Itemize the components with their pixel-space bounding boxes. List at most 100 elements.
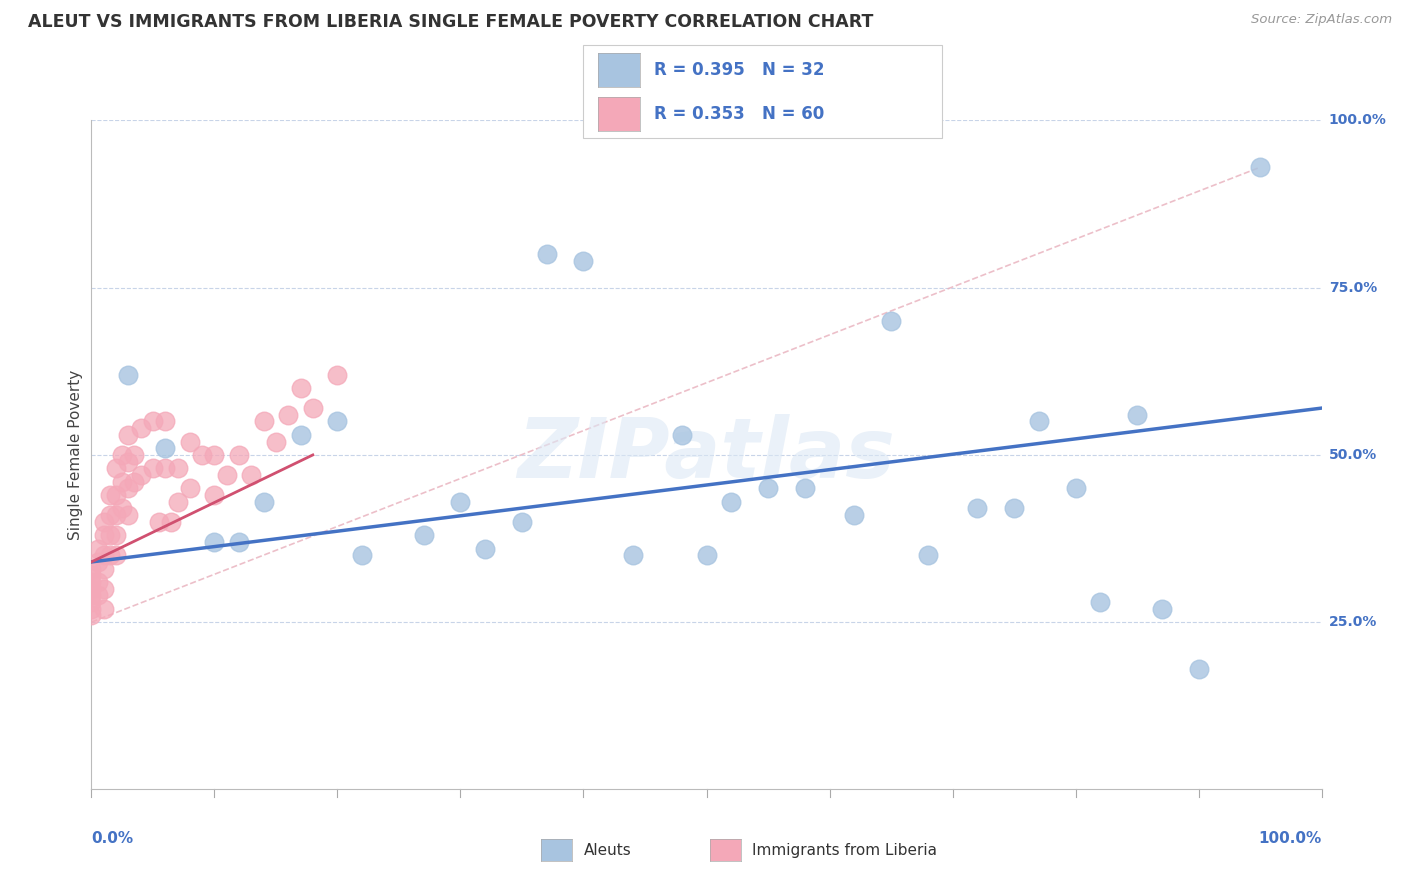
- Point: [93, 528, 115, 542]
- Point: [80, 582, 103, 596]
- Point: [80, 589, 103, 603]
- Point: [449, 494, 471, 508]
- Text: 50.0%: 50.0%: [1329, 448, 1376, 462]
- Point: [1002, 501, 1025, 516]
- Point: [153, 414, 177, 428]
- Text: 75.0%: 75.0%: [1329, 281, 1376, 294]
- Text: ALEUT VS IMMIGRANTS FROM LIBERIA SINGLE FEMALE POVERTY CORRELATION CHART: ALEUT VS IMMIGRANTS FROM LIBERIA SINGLE …: [28, 13, 873, 31]
- Point: [264, 434, 287, 449]
- Text: ZIPatlas: ZIPatlas: [517, 415, 896, 495]
- Point: [301, 401, 323, 416]
- Point: [117, 482, 139, 496]
- Point: [166, 461, 188, 475]
- Text: 0.0%: 0.0%: [91, 831, 134, 846]
- Point: [153, 442, 177, 455]
- Point: [1088, 595, 1111, 609]
- Point: [105, 488, 127, 502]
- Point: [148, 515, 170, 529]
- Point: [80, 608, 103, 623]
- Point: [129, 467, 152, 482]
- Point: [290, 381, 312, 395]
- Point: [93, 601, 115, 615]
- Point: [352, 548, 374, 563]
- Point: [86, 555, 108, 569]
- Point: [1249, 160, 1271, 174]
- Point: [917, 548, 939, 563]
- Point: [93, 548, 115, 563]
- Point: [111, 475, 134, 489]
- Point: [105, 461, 127, 475]
- Point: [253, 494, 276, 508]
- Point: [117, 508, 139, 523]
- Text: 100.0%: 100.0%: [1329, 113, 1386, 128]
- Text: Source: ZipAtlas.com: Source: ZipAtlas.com: [1251, 13, 1392, 27]
- Point: [111, 501, 134, 516]
- Point: [326, 414, 349, 428]
- Point: [202, 488, 225, 502]
- Point: [142, 414, 165, 428]
- Point: [671, 428, 693, 442]
- Point: [80, 568, 103, 582]
- Point: [842, 508, 865, 523]
- Point: [1126, 408, 1149, 422]
- Point: [202, 534, 225, 549]
- Text: R = 0.395   N = 32: R = 0.395 N = 32: [654, 61, 824, 78]
- Point: [621, 548, 644, 563]
- Point: [191, 448, 214, 462]
- Point: [105, 508, 127, 523]
- Point: [253, 414, 276, 428]
- Text: Immigrants from Liberia: Immigrants from Liberia: [752, 843, 938, 857]
- Point: [179, 482, 201, 496]
- Point: [93, 582, 115, 596]
- Point: [111, 448, 134, 462]
- Text: Aleuts: Aleuts: [583, 843, 631, 857]
- Text: 25.0%: 25.0%: [1329, 615, 1376, 629]
- Point: [124, 448, 146, 462]
- Point: [202, 448, 225, 462]
- Point: [412, 528, 434, 542]
- Point: [142, 461, 165, 475]
- Point: [93, 515, 115, 529]
- Point: [166, 494, 188, 508]
- Point: [277, 408, 299, 422]
- Point: [228, 448, 250, 462]
- Point: [153, 461, 177, 475]
- Point: [510, 515, 533, 529]
- Point: [124, 475, 146, 489]
- Point: [756, 482, 779, 496]
- Point: [179, 434, 201, 449]
- Point: [1064, 482, 1087, 496]
- Point: [474, 541, 496, 556]
- Point: [80, 601, 103, 615]
- Point: [117, 368, 139, 382]
- Point: [86, 589, 108, 603]
- Point: [98, 488, 121, 502]
- Point: [720, 494, 742, 508]
- Text: R = 0.353   N = 60: R = 0.353 N = 60: [654, 105, 824, 123]
- Point: [1187, 662, 1209, 676]
- Point: [93, 562, 115, 576]
- Point: [117, 455, 139, 469]
- Point: [98, 508, 121, 523]
- Point: [86, 575, 108, 590]
- Text: 100.0%: 100.0%: [1258, 831, 1322, 846]
- Point: [290, 428, 312, 442]
- Point: [105, 528, 127, 542]
- Point: [117, 428, 139, 442]
- Point: [160, 515, 183, 529]
- Point: [215, 467, 238, 482]
- Point: [1150, 601, 1173, 615]
- Point: [86, 541, 108, 556]
- Point: [536, 247, 558, 261]
- Point: [326, 368, 349, 382]
- Point: [98, 548, 121, 563]
- Point: [1028, 414, 1050, 428]
- Point: [695, 548, 717, 563]
- Point: [98, 528, 121, 542]
- Point: [129, 421, 152, 435]
- Point: [80, 562, 103, 576]
- Point: [572, 253, 595, 268]
- Point: [80, 595, 103, 609]
- Point: [240, 467, 263, 482]
- Point: [228, 534, 250, 549]
